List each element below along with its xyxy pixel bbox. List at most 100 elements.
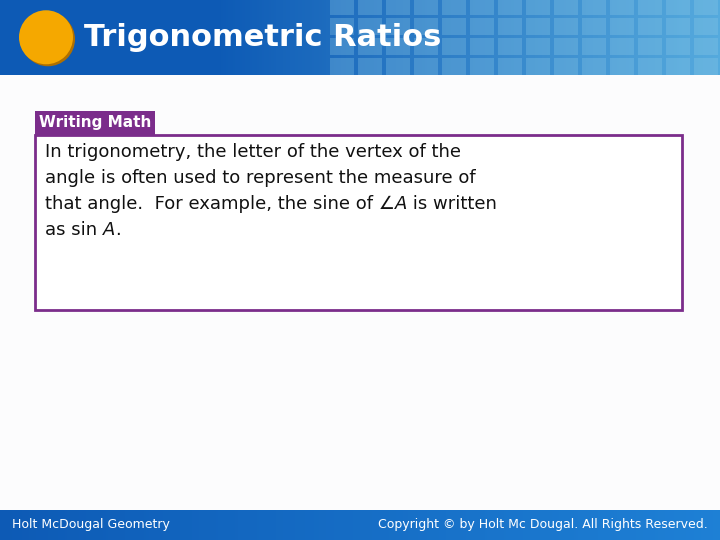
Bar (50, 510, 53, 540)
Bar (312, 510, 315, 540)
Bar (425, 0, 428, 75)
Bar (634, 510, 636, 540)
Bar (24, 0, 27, 75)
Bar (43, 0, 46, 75)
Bar (698, 0, 701, 75)
Bar (701, 510, 704, 540)
Bar (34, 510, 37, 540)
Bar (502, 0, 505, 75)
Bar (610, 0, 613, 75)
Bar (456, 0, 459, 75)
Bar (240, 510, 243, 540)
Bar (257, 510, 260, 540)
Bar (330, 37, 354, 55)
Bar (343, 510, 346, 540)
Bar (631, 0, 634, 75)
Bar (410, 0, 413, 75)
Bar (7, 510, 10, 540)
Bar (420, 510, 423, 540)
Bar (156, 0, 159, 75)
Bar (495, 0, 498, 75)
Bar (175, 0, 179, 75)
Bar (554, 0, 577, 15)
Bar (682, 0, 685, 75)
Bar (713, 510, 716, 540)
Bar (355, 0, 359, 75)
Bar (394, 510, 397, 540)
Bar (444, 0, 447, 75)
Bar (585, 0, 589, 75)
Bar (415, 510, 418, 540)
Bar (405, 0, 409, 75)
Bar (475, 0, 478, 75)
Bar (326, 0, 330, 75)
Bar (631, 510, 634, 540)
Bar (230, 0, 233, 75)
Text: as sin: as sin (45, 221, 103, 239)
Bar (0, 75, 720, 510)
Bar (466, 510, 469, 540)
Bar (358, 0, 361, 75)
Bar (624, 510, 627, 540)
Bar (12, 510, 15, 540)
Bar (696, 0, 699, 75)
Bar (564, 0, 567, 75)
Bar (67, 510, 71, 540)
Bar (194, 0, 197, 75)
Bar (307, 0, 310, 75)
Text: In trigonometry, the letter of the vertex of the: In trigonometry, the letter of the verte… (45, 143, 461, 161)
Bar (451, 0, 454, 75)
Bar (358, 17, 382, 35)
Bar (341, 0, 344, 75)
Bar (379, 0, 382, 75)
Bar (288, 510, 291, 540)
Bar (547, 0, 550, 75)
Bar (63, 510, 66, 540)
Bar (233, 0, 236, 75)
Bar (216, 510, 219, 540)
Bar (414, 37, 438, 55)
Bar (666, 17, 690, 35)
Bar (0, 75, 720, 510)
Bar (653, 510, 656, 540)
Bar (610, 37, 634, 55)
Bar (698, 510, 701, 540)
Bar (144, 0, 147, 75)
Bar (693, 510, 697, 540)
Bar (466, 0, 469, 75)
Bar (269, 510, 272, 540)
Bar (106, 0, 109, 75)
Bar (547, 510, 550, 540)
Bar (413, 0, 416, 75)
Bar (657, 510, 661, 540)
Bar (113, 0, 116, 75)
Bar (475, 510, 478, 540)
Bar (638, 58, 662, 75)
Bar (351, 510, 354, 540)
Bar (125, 510, 128, 540)
Bar (218, 0, 222, 75)
Bar (506, 510, 510, 540)
Bar (703, 510, 706, 540)
Bar (636, 0, 639, 75)
Bar (542, 510, 546, 540)
Bar (192, 0, 195, 75)
Bar (583, 0, 586, 75)
Bar (36, 0, 39, 75)
Bar (218, 510, 222, 540)
Bar (211, 0, 215, 75)
Bar (22, 510, 24, 540)
Bar (271, 0, 274, 75)
Bar (187, 510, 190, 540)
Bar (182, 0, 186, 75)
Bar (679, 510, 683, 540)
Bar (621, 0, 625, 75)
Bar (185, 0, 188, 75)
Bar (266, 0, 269, 75)
Bar (492, 510, 495, 540)
Bar (582, 17, 606, 35)
Bar (209, 510, 212, 540)
Bar (617, 0, 620, 75)
Bar (670, 0, 672, 75)
Bar (77, 0, 80, 75)
